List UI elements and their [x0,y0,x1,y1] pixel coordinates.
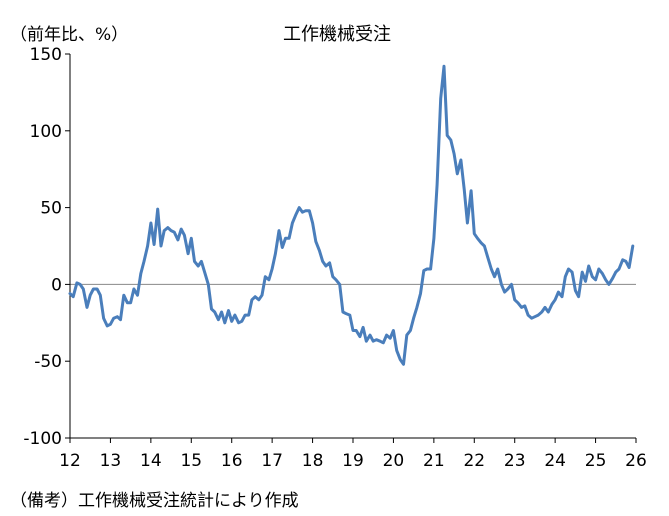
x-axis-ticks: 12 13 14 15 16 17 18 19 20 21 22 23 24 25 26 [59,438,647,471]
y-axis-ticks: 150 100 50 0 -50 -100 [23,45,70,449]
x-tick-label: 13 [100,451,122,471]
x-tick-label: 18 [302,451,324,471]
y-tick-label: 100 [30,122,62,142]
x-tick-label: 12 [59,451,81,471]
y-tick-label: 50 [40,199,62,219]
x-tick-label: 26 [625,451,647,471]
x-tick-label: 25 [585,451,607,471]
x-tick-label: 17 [261,451,283,471]
source-note: （備考）工作機械受注統計により作成 [10,491,299,511]
x-tick-label: 24 [544,451,566,471]
y-tick-label: -50 [34,352,62,372]
x-tick-label: 20 [383,451,405,471]
x-tick-label: 23 [504,451,526,471]
x-tick-label: 22 [463,451,485,471]
x-tick-label: 19 [342,451,364,471]
x-tick-label: 15 [180,451,202,471]
x-tick-label: 21 [423,451,445,471]
y-unit-label: （前年比、%） [10,25,128,45]
chart-title: 工作機械受注 [283,24,391,45]
y-tick-label: 0 [51,275,62,295]
series-line [68,64,635,366]
y-tick-label: -100 [23,429,62,449]
x-tick-label: 16 [221,451,243,471]
y-tick-label: 150 [30,45,62,65]
x-tick-label: 14 [140,451,162,471]
